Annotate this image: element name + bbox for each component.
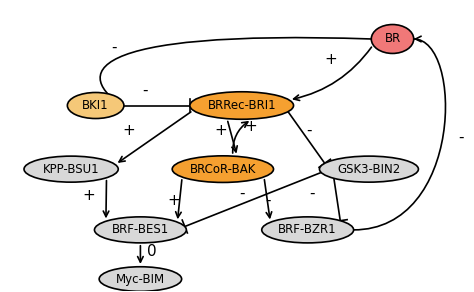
- Ellipse shape: [94, 217, 186, 243]
- Ellipse shape: [67, 93, 124, 119]
- Text: Myc-BIM: Myc-BIM: [116, 272, 165, 286]
- Text: BRCoR-BAK: BRCoR-BAK: [190, 163, 256, 175]
- Text: -: -: [265, 193, 270, 208]
- Text: +: +: [82, 188, 95, 203]
- Text: +: +: [245, 119, 257, 134]
- Ellipse shape: [24, 156, 118, 182]
- Text: -: -: [310, 185, 315, 200]
- Text: +: +: [325, 52, 337, 67]
- Text: BKI1: BKI1: [82, 99, 109, 112]
- Text: BRF-BES1: BRF-BES1: [112, 223, 169, 237]
- Text: KPP-BSU1: KPP-BSU1: [43, 163, 100, 175]
- Ellipse shape: [99, 267, 182, 291]
- Ellipse shape: [262, 217, 354, 243]
- Text: +: +: [122, 123, 135, 138]
- Text: -: -: [142, 83, 148, 98]
- Text: 0: 0: [147, 244, 157, 259]
- Text: -: -: [458, 130, 464, 145]
- Text: BR: BR: [384, 32, 401, 46]
- Text: -: -: [306, 123, 312, 138]
- Text: -: -: [112, 40, 117, 55]
- Ellipse shape: [172, 156, 273, 182]
- Ellipse shape: [371, 25, 414, 53]
- Ellipse shape: [319, 156, 419, 182]
- Text: GSK3-BIN2: GSK3-BIN2: [337, 163, 401, 175]
- Ellipse shape: [190, 92, 293, 119]
- Text: -: -: [239, 185, 245, 200]
- Text: +: +: [167, 193, 180, 208]
- Text: +: +: [214, 123, 227, 138]
- Text: BRF-BZR1: BRF-BZR1: [278, 223, 337, 237]
- Text: BRRec-BRI1: BRRec-BRI1: [208, 99, 276, 112]
